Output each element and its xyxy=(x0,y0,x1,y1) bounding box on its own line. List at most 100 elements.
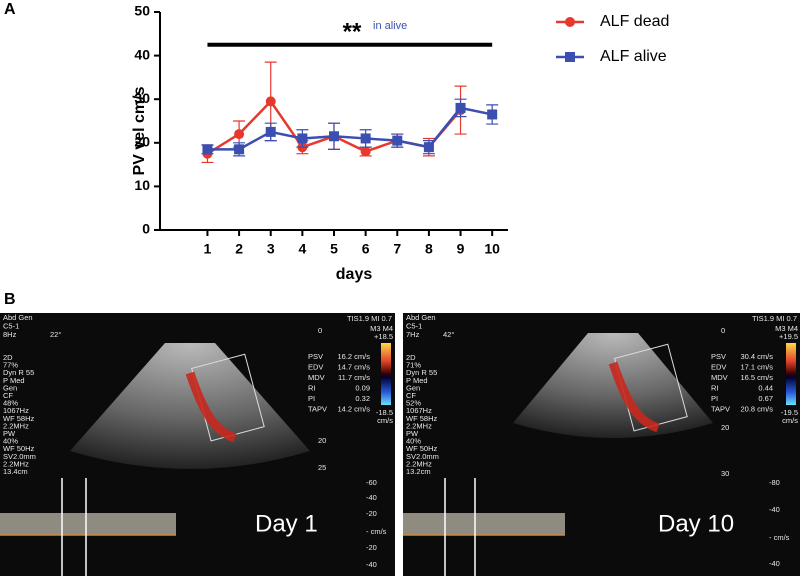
measure-name: TAPV xyxy=(308,404,327,413)
doppler-scale-label: -40 xyxy=(769,505,780,514)
x-tick-label: 10 xyxy=(484,241,500,257)
x-tick-label: 1 xyxy=(204,241,212,257)
setting-text: 2D xyxy=(406,353,416,362)
measure-value: 16.2 cm/s xyxy=(337,352,370,361)
doppler-scale-label: - cm/s xyxy=(366,527,387,536)
setting-text: 40% xyxy=(406,437,421,446)
color-scale-label: +18.5 xyxy=(374,332,393,341)
color-scale-label: cm/s xyxy=(377,416,393,425)
setting-text: P Med xyxy=(3,376,25,385)
measure-name: TAPV xyxy=(711,404,730,413)
setting-text: 48% xyxy=(3,399,18,408)
measure-name: PI xyxy=(711,394,718,403)
measure-value: 17.1 cm/s xyxy=(740,362,773,371)
measure-value: 14.2 cm/s xyxy=(337,404,370,413)
setting-text: 2.2MHz xyxy=(406,421,432,430)
measure-name: RI xyxy=(711,383,719,392)
y-tick-label: 50 xyxy=(134,3,150,19)
color-bar xyxy=(381,343,391,405)
y-tick-label: 10 xyxy=(134,177,150,193)
marker xyxy=(297,133,308,144)
series-line xyxy=(207,106,493,151)
panel-label: B xyxy=(4,291,16,308)
depth-label: 0 xyxy=(318,326,322,335)
y-tick-label: 40 xyxy=(134,46,150,62)
setting-text: 52% xyxy=(406,399,421,408)
setting-text: 77% xyxy=(3,361,18,370)
marker xyxy=(265,126,276,137)
setting-text: Dyn R 55 xyxy=(3,368,34,377)
significance-stars: ** xyxy=(343,18,362,45)
doppler-strip xyxy=(0,513,176,535)
measure-value: 14.7 cm/s xyxy=(337,362,370,371)
setting-text: 2.2MHz xyxy=(3,459,29,468)
marker xyxy=(423,142,434,153)
setting-text: 2.2MHz xyxy=(406,459,432,468)
chart: 0 10 20 30 40 50 1 2 3 4 5 6 7 8 9 10 days PV vel cm/s ** i… xyxy=(131,3,669,284)
doppler-scale-label: -40 xyxy=(769,559,780,568)
setting-text: WF 50Hz xyxy=(406,444,438,453)
setting-text: Dyn R 55 xyxy=(406,368,437,377)
marker xyxy=(360,146,371,157)
color-scale-label: +19.5 xyxy=(779,332,798,341)
depth-label: 0 xyxy=(721,326,725,335)
x-tick-label: 4 xyxy=(298,241,306,257)
marker xyxy=(455,102,466,113)
x-axis-label: days xyxy=(336,266,373,283)
header-text: 22° xyxy=(50,330,61,339)
setting-text: 40% xyxy=(3,437,18,446)
header-text: Abd Gen xyxy=(406,313,436,322)
x-tick-label: 8 xyxy=(425,241,433,257)
measure-name: MDV xyxy=(711,373,728,382)
setting-text: SV2.0mm xyxy=(406,452,439,461)
color-scale-label: -18.5 xyxy=(376,408,393,417)
x-tick-label: 3 xyxy=(267,241,275,257)
setting-text: SV2.0mm xyxy=(3,452,36,461)
measure-value: 0.44 xyxy=(758,383,773,392)
setting-text: CF xyxy=(3,391,13,400)
doppler-scale-label: -80 xyxy=(769,478,780,487)
doppler-scale-label: -20 xyxy=(366,543,377,552)
setting-text: Gen xyxy=(406,383,420,392)
measure-name: PSV xyxy=(711,352,726,361)
y-tick-label: 0 xyxy=(142,221,150,237)
color-scale-label: -19.5 xyxy=(781,408,798,417)
setting-text: Gen xyxy=(3,383,17,392)
x-tick-label: 7 xyxy=(393,241,401,257)
setting-text: 1067Hz xyxy=(406,406,432,415)
measure-name: EDV xyxy=(308,362,323,371)
setting-text: 2D xyxy=(3,353,13,362)
x-tick-label: 9 xyxy=(457,241,465,257)
legend-marker xyxy=(565,52,575,62)
measure-value: 30.4 cm/s xyxy=(740,352,773,361)
significance-note: in alive xyxy=(373,20,407,32)
measure-value: 16.5 cm/s xyxy=(740,373,773,382)
setting-text: CF xyxy=(406,391,416,400)
measure-name: RI xyxy=(308,383,316,392)
measure-value: 20.8 cm/s xyxy=(740,404,773,413)
header-text: 42° xyxy=(443,330,454,339)
setting-text: 2.2MHz xyxy=(3,421,29,430)
header-text: C5-1 xyxy=(406,321,422,330)
tis-text: TIS1.9 MI 0.7 xyxy=(347,314,392,323)
flow xyxy=(185,371,237,443)
doppler-scale-label: - cm/s xyxy=(769,533,790,542)
color-bar xyxy=(786,343,796,405)
marker xyxy=(265,96,276,107)
day-label: Day 10 xyxy=(658,510,734,537)
panel-label: A xyxy=(4,1,16,18)
setting-text: PW xyxy=(406,429,419,438)
doppler-scale-label: -60 xyxy=(366,478,377,487)
measure-value: 0.32 xyxy=(355,394,370,403)
depth-label: 30 xyxy=(721,469,729,478)
setting-text: 13.4cm xyxy=(3,467,28,476)
measure-name: PI xyxy=(308,394,315,403)
y-tick-label: 20 xyxy=(134,134,150,150)
marker xyxy=(234,129,245,140)
marker xyxy=(234,144,245,155)
doppler-scale-label: -40 xyxy=(366,493,377,502)
setting-text: P Med xyxy=(406,376,428,385)
header-text: Abd Gen xyxy=(3,313,33,322)
setting-text: PW xyxy=(3,429,16,438)
measure-value: 11.7 cm/s xyxy=(338,373,370,382)
